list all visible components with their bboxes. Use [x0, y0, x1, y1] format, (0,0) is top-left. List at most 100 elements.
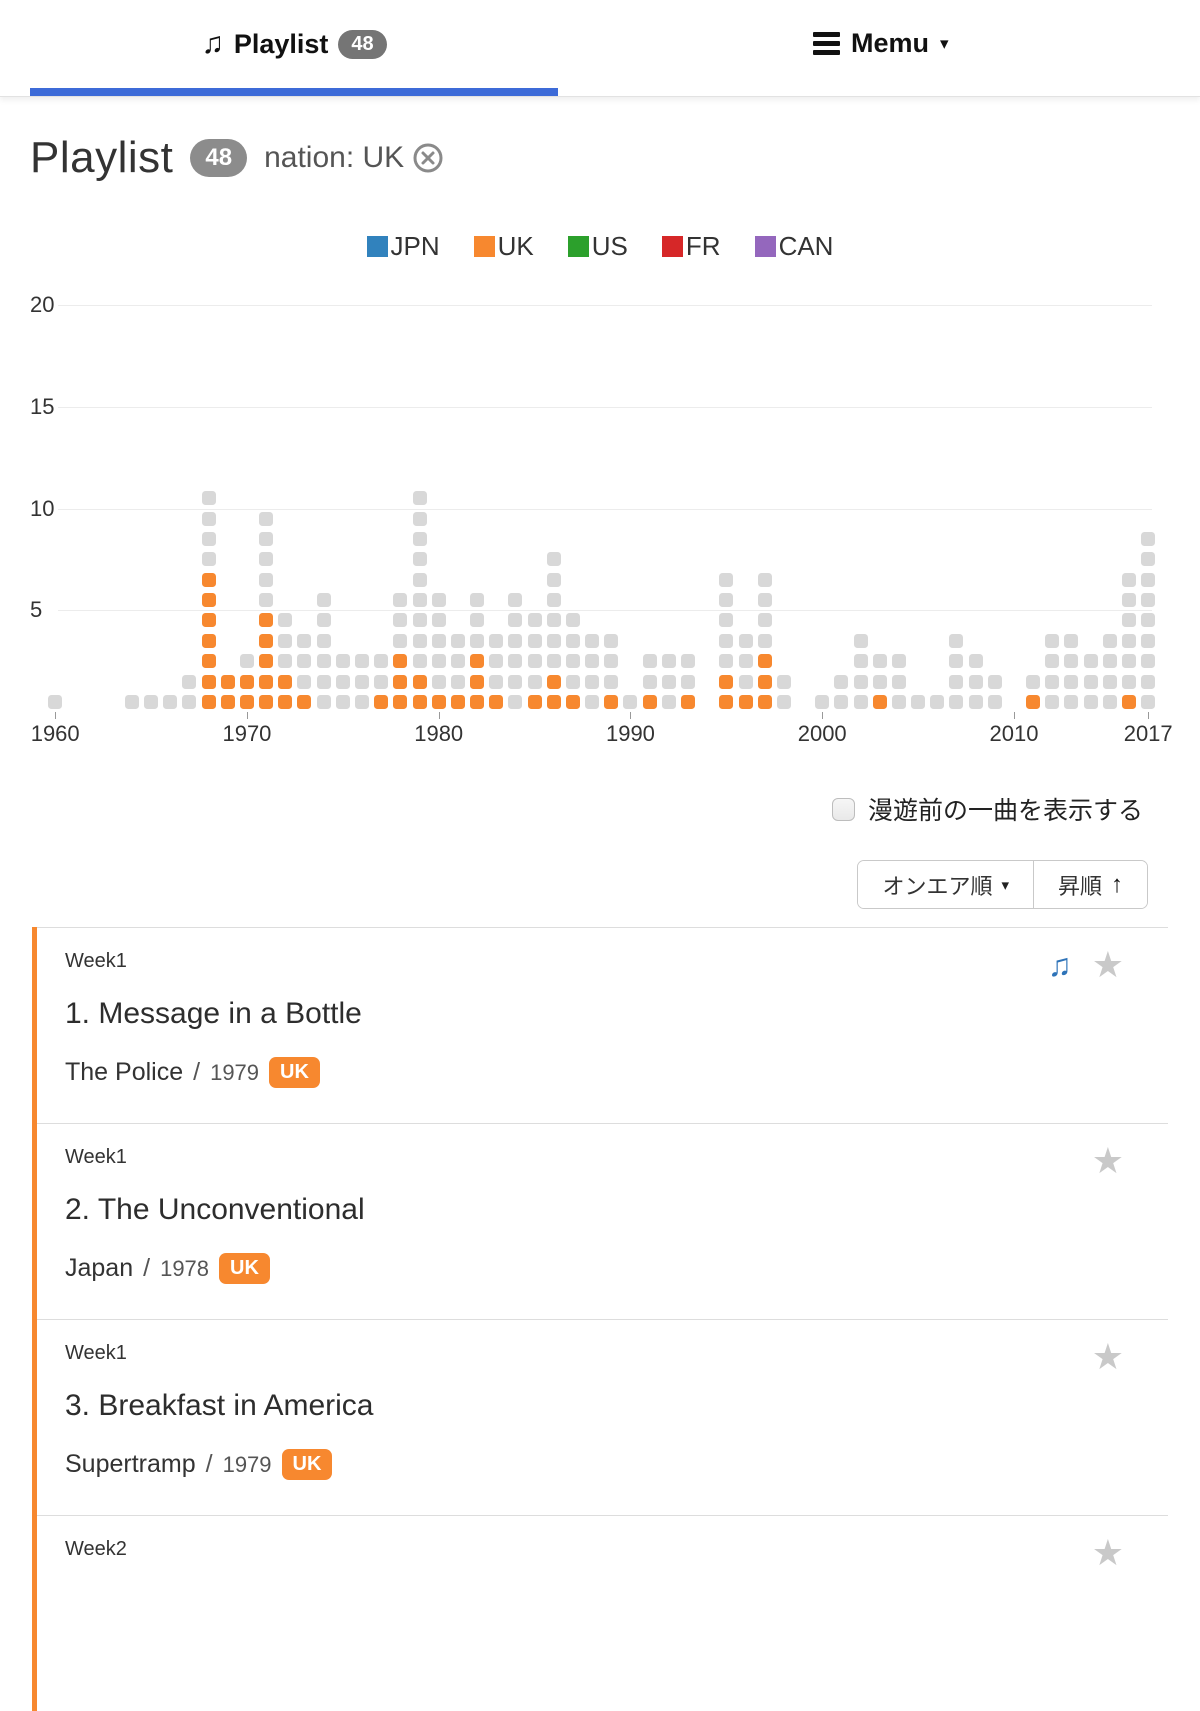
song-square — [585, 674, 600, 689]
song-square — [642, 674, 657, 689]
song-square — [565, 674, 580, 689]
nation-badge: UK — [281, 1449, 333, 1480]
legend-label: UK — [497, 230, 534, 261]
gridline-y-5 — [30, 610, 1152, 612]
song-square-uk — [220, 694, 235, 709]
song-square-uk — [374, 694, 389, 709]
star-icon[interactable]: ★ — [1091, 1336, 1124, 1377]
song-square — [872, 654, 887, 669]
tab-playlist[interactable]: ♫ Playlist 48 — [30, 0, 558, 88]
song-square — [815, 694, 830, 709]
song-square — [930, 694, 945, 709]
song-square-uk — [719, 694, 734, 709]
item-icons: ★ — [1092, 1532, 1124, 1574]
song-square — [335, 654, 350, 669]
playlist-item[interactable]: Week1 1. Message in a Bottle The Police / 19… — [37, 927, 1168, 1123]
item-icons: ★ — [1092, 1140, 1124, 1182]
nation-filter-label: nation: UK — [264, 141, 405, 174]
x-axis-tick-2000 — [822, 712, 824, 719]
x-axis-label-2000: 2000 — [797, 721, 847, 746]
song-square — [661, 654, 676, 669]
show-before-song-row: 漫遊前の一曲を表示する — [0, 791, 1143, 827]
hamburger-icon — [813, 28, 840, 59]
song-square-uk — [757, 694, 772, 709]
remove-filter-icon[interactable] — [412, 142, 444, 174]
song-square — [968, 674, 983, 689]
song-square — [719, 593, 734, 608]
song-square — [48, 694, 63, 709]
song-square-uk — [642, 694, 657, 709]
x-axis-label-2017: 2017 — [1123, 721, 1173, 746]
song-square — [431, 613, 446, 628]
song-square-uk — [680, 694, 695, 709]
star-icon[interactable]: ★ — [1091, 944, 1124, 985]
song-square-uk — [259, 633, 274, 648]
song-square — [412, 511, 427, 526]
y-axis-label-20: 20 — [0, 293, 58, 317]
song-square — [431, 593, 446, 608]
menu-button[interactable]: Memu ▾ — [813, 28, 949, 59]
sort-order-caret-icon: ▾ — [1001, 876, 1009, 894]
song-square — [834, 694, 849, 709]
song-square — [757, 572, 772, 587]
song-square — [316, 593, 331, 608]
song-square-uk — [259, 694, 274, 709]
song-square — [604, 674, 619, 689]
song-square — [661, 694, 676, 709]
menu-label: Memu — [851, 28, 930, 58]
song-square — [201, 511, 216, 526]
star-icon[interactable]: ★ — [1091, 1532, 1124, 1573]
song-square — [546, 593, 561, 608]
song-square-uk — [259, 674, 274, 689]
song-square — [1083, 654, 1098, 669]
song-square — [1122, 613, 1137, 628]
song-square — [259, 552, 274, 567]
song-square — [585, 633, 600, 648]
song-square — [259, 532, 274, 547]
nation-filter-chip[interactable]: nation: UK — [264, 141, 444, 175]
song-square-uk — [412, 694, 427, 709]
artist-row: The Police / 1979 UK — [65, 1057, 1140, 1088]
song-square — [1102, 674, 1117, 689]
song-square — [431, 654, 446, 669]
nation-badge: UK — [219, 1253, 270, 1284]
playlist-item[interactable]: Week1 2. The Unconventional Japan / 1978 UK ★ — [37, 1123, 1168, 1319]
show-before-song-checkbox[interactable] — [831, 797, 855, 821]
legend-label: CAN — [778, 230, 834, 261]
song-square — [968, 694, 983, 709]
gridline-y-10 — [30, 508, 1152, 510]
x-axis-label-1970: 1970 — [222, 721, 272, 746]
song-square — [412, 654, 427, 669]
star-icon[interactable]: ★ — [1091, 1140, 1124, 1181]
playlist-item[interactable]: Week1 3. Breakfast in America Supertramp / 1… — [37, 1319, 1168, 1515]
legend-item-uk: UK — [473, 230, 534, 262]
song-square — [1141, 552, 1156, 567]
sort-direction-button[interactable]: 昇順 ↑ — [1032, 861, 1147, 908]
song-square — [239, 654, 254, 669]
y-axis-label-15: 15 — [0, 394, 58, 419]
week-label: Week1 — [65, 950, 127, 972]
playlist-item[interactable]: Week2 ★ — [37, 1515, 1168, 1711]
song-square — [1141, 633, 1156, 648]
song-square — [355, 694, 369, 709]
song-square-uk — [546, 674, 561, 689]
sort-order-button[interactable]: オンエア順 ▾ — [858, 861, 1033, 908]
tab-playlist-label: Playlist — [233, 28, 329, 59]
song-square — [527, 674, 542, 689]
song-square — [450, 654, 465, 669]
song-square — [738, 674, 753, 689]
song-square — [508, 654, 523, 669]
count-badge: 48 — [190, 139, 248, 177]
gridline-y-15 — [30, 406, 1152, 408]
song-square — [757, 633, 772, 648]
x-axis-tick-1970 — [246, 712, 248, 719]
song-square-uk — [470, 654, 485, 669]
song-square — [1141, 674, 1156, 689]
show-before-song-label: 漫遊前の一曲を表示する — [867, 797, 1143, 825]
artist-row: Supertramp / 1979 UK — [65, 1449, 1140, 1480]
song-square — [316, 633, 331, 648]
song-square — [412, 572, 427, 587]
song-square — [585, 694, 600, 709]
song-square — [661, 674, 676, 689]
song-square — [316, 654, 331, 669]
